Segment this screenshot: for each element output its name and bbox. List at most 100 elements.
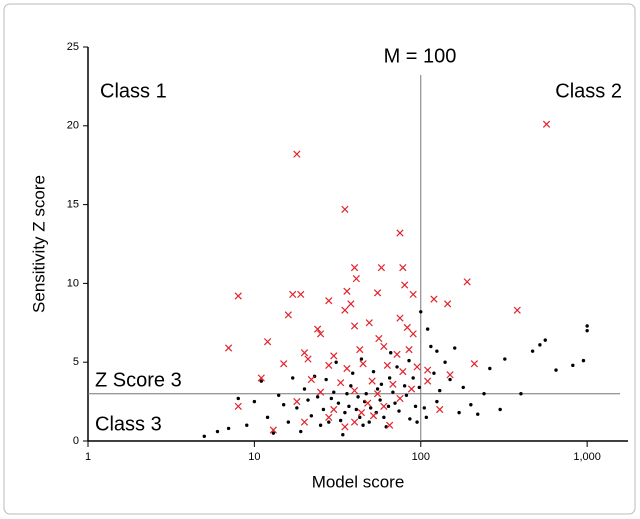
point [411, 376, 415, 380]
point [293, 150, 301, 158]
point [382, 415, 386, 420]
point [403, 323, 411, 332]
point [401, 281, 409, 289]
annotation: Class 1 [100, 80, 167, 102]
point [332, 390, 336, 394]
x-tick-label: 1,000 [573, 451, 601, 463]
point [325, 413, 333, 421]
point [396, 394, 404, 403]
point [215, 429, 220, 434]
x-tick-label: 100 [412, 451, 430, 463]
point [343, 410, 347, 415]
point [314, 325, 322, 333]
point [234, 402, 242, 410]
point [280, 360, 288, 368]
point [325, 297, 333, 305]
point [234, 292, 242, 300]
point [347, 404, 351, 409]
point [259, 379, 263, 383]
point [330, 352, 338, 360]
point [435, 399, 439, 404]
point [325, 361, 333, 369]
point [470, 360, 479, 368]
point [202, 434, 206, 438]
point [350, 264, 359, 272]
point [407, 358, 411, 363]
point [281, 403, 286, 407]
point [443, 360, 447, 364]
point [402, 384, 407, 388]
point [289, 290, 297, 299]
point [413, 363, 421, 371]
point [293, 397, 301, 406]
point [389, 380, 397, 388]
point [519, 392, 523, 396]
point [457, 410, 461, 415]
x-tick-label: 1 [85, 451, 91, 463]
point [503, 357, 507, 361]
point [357, 409, 366, 417]
point [324, 377, 328, 382]
point [245, 423, 249, 427]
point [387, 376, 392, 380]
point [409, 290, 417, 299]
point [446, 371, 454, 379]
point [330, 405, 338, 414]
point [407, 385, 416, 393]
point [538, 343, 542, 347]
point [361, 423, 365, 427]
point [269, 426, 277, 434]
point [393, 401, 397, 405]
point [425, 327, 430, 331]
point [356, 345, 364, 354]
point [300, 418, 309, 426]
point [341, 423, 349, 431]
point [396, 229, 404, 237]
point [349, 384, 353, 388]
point [395, 365, 399, 369]
point [554, 368, 558, 372]
point [309, 414, 314, 418]
frame [3, 3, 636, 515]
point [386, 421, 394, 429]
point [432, 371, 436, 375]
point [413, 404, 418, 409]
y-tick-label: 25 [67, 41, 79, 53]
point [408, 417, 412, 421]
point [341, 205, 349, 213]
point [424, 377, 432, 385]
point [359, 357, 364, 361]
point [364, 392, 368, 396]
point [318, 423, 323, 427]
point [378, 398, 382, 402]
point [365, 319, 373, 327]
point [371, 369, 376, 374]
point [417, 385, 422, 390]
point [389, 351, 393, 355]
point [364, 399, 372, 407]
point [316, 330, 325, 338]
point [226, 426, 231, 431]
point [463, 278, 471, 286]
point [304, 355, 312, 363]
point [350, 418, 359, 426]
point [315, 395, 320, 399]
point [369, 412, 378, 420]
point [375, 334, 383, 343]
point [461, 385, 465, 390]
point [299, 429, 303, 434]
point [368, 406, 373, 410]
x-tick-label: 10 [248, 451, 260, 463]
point [482, 392, 486, 396]
point [498, 407, 502, 412]
annotation: Class 2 [555, 80, 622, 102]
point [358, 415, 362, 420]
point [338, 418, 343, 423]
point [368, 377, 376, 385]
point [257, 374, 265, 382]
point [513, 306, 521, 314]
point [404, 393, 409, 397]
point [306, 398, 310, 402]
point [409, 330, 417, 338]
point [379, 382, 384, 386]
